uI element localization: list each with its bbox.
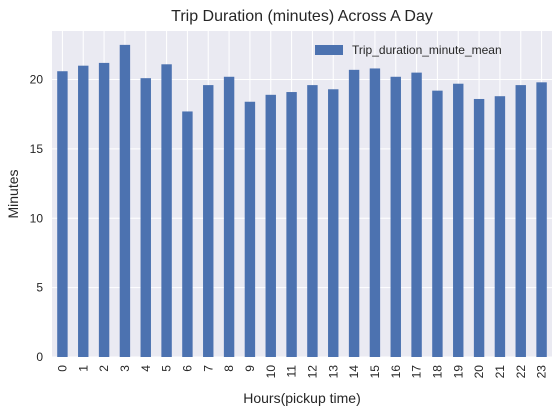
x-tick-label: 14 bbox=[347, 365, 361, 379]
x-tick-label: 22 bbox=[514, 365, 528, 379]
bar-hour-3 bbox=[119, 44, 131, 357]
y-tick-label: 10 bbox=[30, 211, 44, 225]
x-tick-label: 11 bbox=[285, 365, 299, 378]
x-tick-labels: 0 1 2 3 4 5 6 7 8 9 10 11 12 13 14 15 16 17 18 19 20 21 22 23 bbox=[55, 365, 548, 379]
bar-hour-11 bbox=[286, 92, 297, 357]
bar-hour-1 bbox=[78, 65, 89, 358]
y-tick-label: 20 bbox=[30, 73, 44, 87]
bar-hour-13 bbox=[328, 89, 339, 358]
bar-hour-5 bbox=[161, 64, 172, 358]
bar-hour-15 bbox=[369, 68, 381, 357]
bar-hour-9 bbox=[244, 101, 256, 358]
x-tick-label: 10 bbox=[264, 365, 278, 379]
y-tick-labels: 0 5 10 15 20 bbox=[30, 73, 44, 364]
bar-hour-22 bbox=[515, 85, 526, 358]
y-tick-label: 0 bbox=[36, 350, 43, 364]
bar-hour-8 bbox=[223, 76, 235, 358]
x-tick-label: 1 bbox=[76, 365, 90, 372]
x-tick-label: 12 bbox=[305, 365, 319, 379]
bar-hour-4 bbox=[140, 78, 151, 357]
x-tick-label: 4 bbox=[139, 365, 153, 372]
x-tick-label: 7 bbox=[201, 365, 215, 372]
x-tick-label: 2 bbox=[97, 365, 111, 372]
bar-hour-18 bbox=[432, 90, 443, 357]
x-tick-label: 18 bbox=[430, 365, 444, 379]
bar-hour-6 bbox=[182, 111, 193, 358]
x-tick-label: 3 bbox=[118, 365, 132, 372]
x-axis-label: Hours(pickup time) bbox=[243, 390, 360, 406]
x-tick-label: 0 bbox=[55, 365, 69, 372]
legend-entry: Trip_duration_minute_mean bbox=[352, 43, 502, 57]
y-tick-label: 15 bbox=[30, 142, 44, 156]
x-tick-label: 13 bbox=[326, 365, 340, 379]
bar-hour-23 bbox=[536, 82, 547, 357]
chart-title: Trip Duration (minutes) Across A Day bbox=[171, 8, 433, 25]
bars bbox=[57, 44, 547, 358]
legend: Trip_duration_minute_mean bbox=[315, 43, 502, 57]
bar-hour-20 bbox=[473, 98, 485, 358]
bar-hour-10 bbox=[265, 94, 276, 357]
x-tick-label: 23 bbox=[535, 365, 549, 379]
bar-hour-2 bbox=[98, 62, 110, 358]
x-tick-label: 6 bbox=[180, 365, 194, 372]
bar-hour-7 bbox=[203, 85, 214, 358]
x-tick-label: 19 bbox=[451, 365, 465, 379]
x-tick-label: 21 bbox=[493, 365, 507, 379]
x-tick-label: 20 bbox=[472, 365, 486, 379]
legend-swatch bbox=[315, 45, 343, 55]
bar-hour-21 bbox=[494, 96, 506, 357]
bar-hour-12 bbox=[307, 85, 318, 358]
x-tick-label: 5 bbox=[160, 365, 174, 372]
x-tick-label: 8 bbox=[222, 365, 236, 372]
x-tick-label: 17 bbox=[410, 365, 424, 379]
plot-background bbox=[52, 31, 552, 357]
bar-hour-14 bbox=[348, 69, 360, 357]
y-axis-label: Minutes bbox=[5, 169, 21, 218]
x-tick-label: 16 bbox=[389, 365, 403, 379]
bar-hour-16 bbox=[390, 76, 401, 358]
bar-hour-0 bbox=[57, 71, 68, 357]
y-tick-label: 5 bbox=[36, 281, 43, 295]
bar-hour-17 bbox=[411, 72, 422, 358]
x-tick-label: 15 bbox=[368, 365, 382, 379]
x-tick-label: 9 bbox=[243, 365, 257, 372]
bar-hour-19 bbox=[453, 83, 464, 357]
